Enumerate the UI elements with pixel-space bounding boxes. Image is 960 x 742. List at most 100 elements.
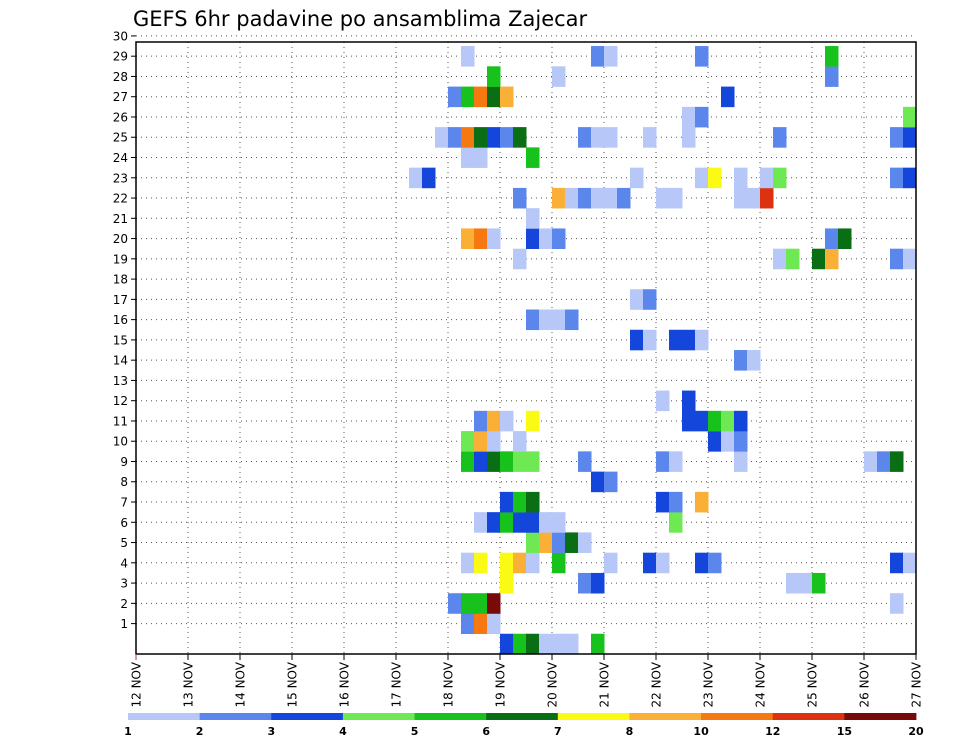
heatmap-cell (682, 390, 696, 412)
x-tick-label: 20 NOV (546, 661, 560, 707)
x-tick-label: 14 NOV (234, 661, 248, 707)
heatmap-cell (591, 127, 605, 148)
heatmap-cell (578, 451, 592, 472)
heatmap-cell (461, 127, 475, 148)
y-tick-label: 18 (113, 273, 128, 287)
colorbar-label: 20 (908, 725, 924, 738)
heatmap-cell (903, 106, 917, 128)
y-tick-label: 29 (113, 50, 128, 64)
colorbar-swatch (342, 713, 415, 720)
heatmap-cell (656, 390, 670, 412)
heatmap-cell (656, 491, 670, 513)
colorbar-swatch (128, 713, 201, 720)
heatmap-cell (487, 228, 501, 249)
x-tick-label: 27 NOV (910, 661, 924, 707)
heatmap-cell (500, 572, 514, 594)
heatmap-cell (474, 127, 488, 148)
y-tick-label: 2 (120, 597, 128, 611)
heatmap-cell (487, 593, 501, 614)
heatmap-cell (487, 431, 501, 452)
heatmap-cell (617, 187, 631, 209)
heatmap-cell (773, 248, 787, 270)
colorbar-swatch (772, 713, 845, 720)
colorbar-swatch (486, 713, 559, 720)
heatmap-cell (825, 248, 839, 270)
heatmap-cell (539, 228, 553, 249)
heatmap-cell (903, 248, 917, 270)
heatmap-cell (643, 552, 657, 574)
heatmap-cell (461, 46, 475, 67)
colorbar-label: 6 (482, 725, 490, 738)
heatmap-cell (760, 167, 774, 189)
heatmap-cell (500, 491, 514, 513)
heatmap-cell (474, 613, 488, 635)
x-tick-label: 13 NOV (182, 661, 196, 707)
y-tick-label: 13 (113, 374, 128, 388)
heatmap-cell (864, 451, 878, 472)
heatmap-cell (474, 552, 488, 574)
heatmap-cell (721, 431, 735, 452)
heatmap-cell (448, 86, 462, 108)
heatmap-cell (890, 248, 904, 270)
y-tick-label: 7 (120, 496, 128, 510)
x-tick-label: 12 NOV (130, 661, 144, 707)
heatmap-cell (513, 431, 527, 452)
heatmap-cell (643, 127, 657, 148)
heatmap-cell (552, 228, 566, 249)
colorbar-label: 2 (196, 725, 204, 738)
heatmap-cell (656, 451, 670, 472)
y-tick-label: 3 (120, 577, 128, 591)
heatmap-cell (630, 329, 644, 351)
heatmap-cell (526, 147, 540, 168)
heatmap-cell (825, 46, 839, 67)
heatmap-cell (890, 593, 904, 614)
y-tick-label: 14 (113, 354, 128, 368)
heatmap-cell (682, 410, 696, 432)
heatmap-cell (604, 471, 618, 493)
x-tick-label: 19 NOV (494, 661, 508, 707)
heatmap-cell (747, 187, 761, 209)
heatmap-cell (682, 127, 696, 148)
heatmap-cell (591, 187, 605, 209)
heatmap-cell (448, 127, 462, 148)
heatmap-cell (695, 410, 709, 432)
colorbar-swatch (199, 713, 272, 720)
heatmap-cell (552, 532, 566, 553)
heatmap-cell (773, 167, 787, 189)
heatmap-cell (786, 572, 800, 594)
heatmap-cell (487, 512, 501, 533)
cells (409, 46, 917, 655)
heatmap-cell (422, 167, 436, 189)
heatmap-cell (526, 451, 540, 472)
y-tick-label: 10 (113, 435, 128, 449)
heatmap-cell (487, 613, 501, 635)
heatmap-cell (461, 228, 475, 249)
x-tick-label: 22 NOV (650, 661, 664, 707)
heatmap-cell (903, 127, 917, 148)
heatmap-cell (630, 167, 644, 189)
x-tick-label: 17 NOV (390, 661, 404, 707)
heatmap-cell (487, 66, 501, 87)
x-tick-label: 23 NOV (702, 661, 716, 707)
colorbar-label: 8 (626, 725, 634, 738)
y-axis: 1234567891011121314151617181920212223242… (113, 29, 136, 631)
heatmap-cell (565, 633, 579, 655)
heatmap-cell (461, 593, 475, 614)
chart-title: GEFS 6hr padavine po ansamblima Zajecar (133, 7, 588, 31)
heatmap-cell (474, 86, 488, 108)
heatmap-cell (760, 187, 774, 209)
heatmap-cell (578, 572, 592, 594)
plot-frame (135, 41, 917, 655)
heatmap-cell (565, 532, 579, 553)
heatmap-cell (539, 512, 553, 533)
heatmap-cell (656, 552, 670, 574)
heatmap-cell (695, 329, 709, 351)
y-tick-label: 20 (113, 232, 128, 246)
heatmap-cell (461, 552, 475, 574)
heatmap-cell (708, 431, 722, 452)
heatmap-cell (656, 187, 670, 209)
heatmap-cell (734, 167, 748, 189)
heatmap-cell (500, 451, 514, 472)
heatmap-cell (487, 127, 501, 148)
heatmap-cell (461, 431, 475, 452)
